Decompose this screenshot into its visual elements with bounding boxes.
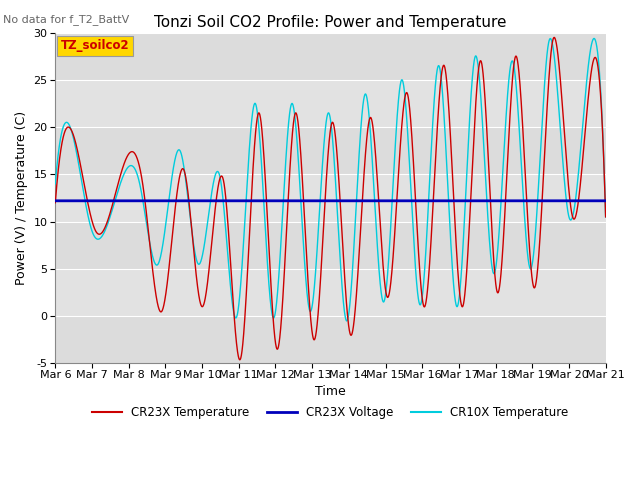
Text: TZ_soilco2: TZ_soilco2 (61, 39, 129, 52)
Legend: CR23X Temperature, CR23X Voltage, CR10X Temperature: CR23X Temperature, CR23X Voltage, CR10X … (88, 401, 573, 424)
Y-axis label: Power (V) / Temperature (C): Power (V) / Temperature (C) (15, 111, 28, 285)
Text: No data for f_T2_BattV: No data for f_T2_BattV (3, 14, 129, 25)
Bar (55, 269, 605, 316)
Bar (55, 80, 605, 127)
X-axis label: Time: Time (315, 385, 346, 398)
Title: Tonzi Soil CO2 Profile: Power and Temperature: Tonzi Soil CO2 Profile: Power and Temper… (154, 15, 507, 30)
Bar (55, 174, 605, 222)
